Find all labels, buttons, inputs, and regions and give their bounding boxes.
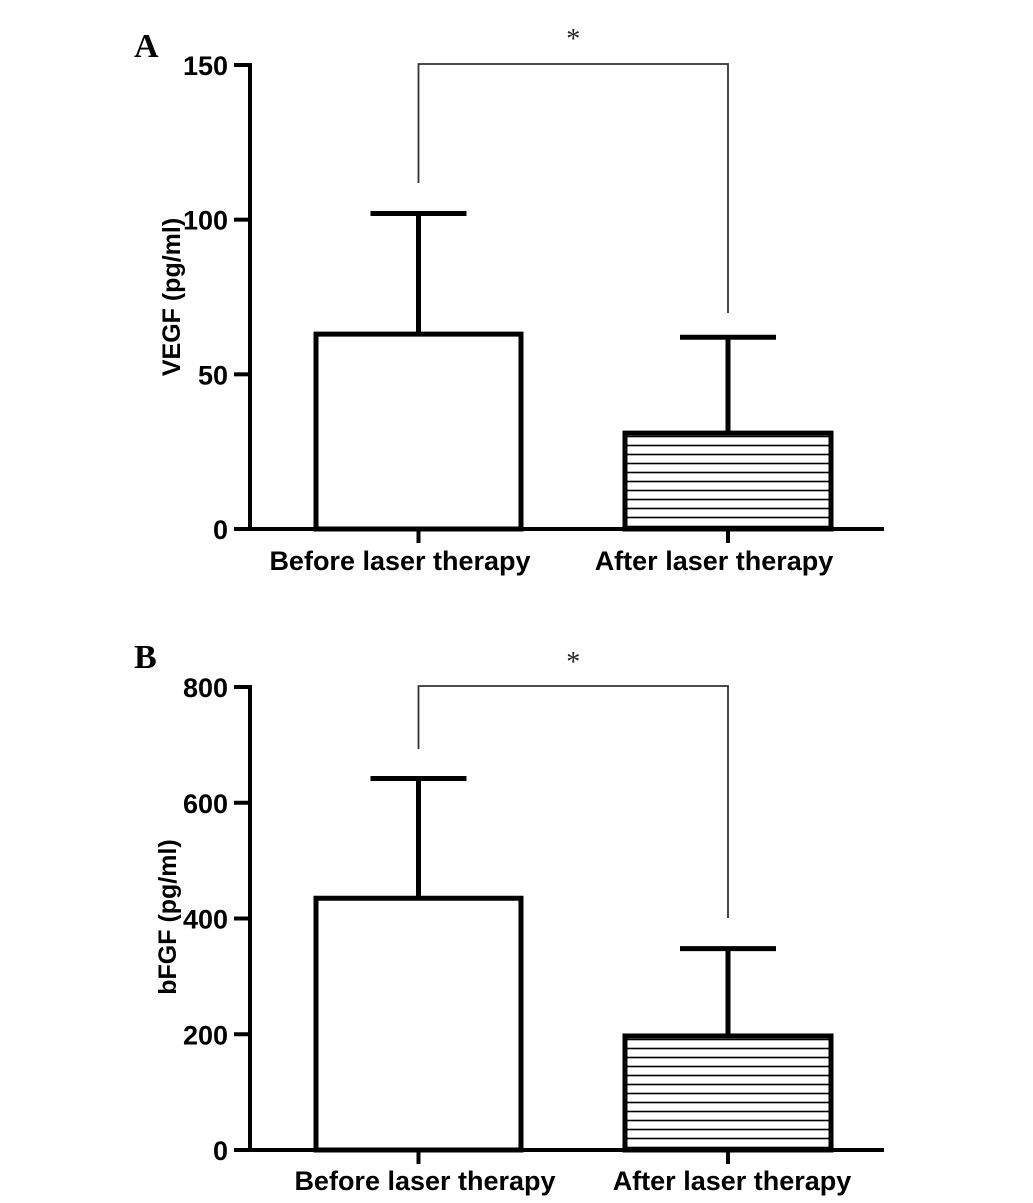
- y-tick-label: 0: [213, 515, 228, 545]
- category-label: After laser therapy: [595, 546, 834, 576]
- category-label: Before laser therapy: [294, 1166, 555, 1196]
- significance-bracket: [417, 685, 729, 918]
- significance-b: *: [417, 647, 729, 918]
- chart-panel-b: B bFGF (pg/ml) 0 200 400 600 800 Before lase…: [134, 639, 884, 1196]
- panel-letter-a: A: [134, 28, 159, 65]
- bar-after: [622, 430, 834, 532]
- significance-bracket: [417, 63, 729, 313]
- significance-marker: *: [566, 24, 580, 55]
- chart-panel-a: A VEGF (pg/ml) 0 50 100 150 Before laser th…: [134, 24, 884, 576]
- y-tick-label: 100: [183, 206, 228, 236]
- y-tick-label: 400: [183, 905, 228, 935]
- error-bars-a: [370, 210, 776, 434]
- error-bars-b: [370, 775, 776, 1036]
- category-labels-a: Before laser therapy After laser therapy: [269, 546, 833, 576]
- y-ticks-b: 0 200 400 600 800: [183, 673, 250, 1166]
- y-tick-label: 600: [183, 789, 228, 819]
- bar-before: [313, 331, 524, 532]
- y-tick-label: 150: [183, 51, 228, 81]
- y-axis-title-a: VEGF (pg/ml): [158, 218, 186, 376]
- category-label: After laser therapy: [613, 1166, 852, 1196]
- y-ticks-a: 0 50 100 150: [183, 51, 250, 545]
- axes-a: [248, 63, 884, 543]
- significance-a: *: [417, 24, 729, 313]
- significance-marker: *: [566, 647, 580, 678]
- axes-b: [248, 685, 884, 1164]
- y-tick-label: 0: [213, 1136, 228, 1166]
- panel-letter-b: B: [134, 639, 157, 676]
- bars-a: [313, 331, 834, 532]
- bar-before: [313, 895, 524, 1153]
- y-tick-label: 50: [198, 360, 228, 390]
- bar-after: [622, 1033, 834, 1153]
- y-axis-title-b: bFGF (pg/ml): [154, 839, 182, 995]
- y-tick-label: 200: [183, 1020, 228, 1050]
- category-label: Before laser therapy: [269, 546, 530, 576]
- y-tick-label: 800: [183, 673, 228, 703]
- bars-b: [313, 895, 834, 1153]
- category-labels-b: Before laser therapy After laser therapy: [294, 1166, 851, 1196]
